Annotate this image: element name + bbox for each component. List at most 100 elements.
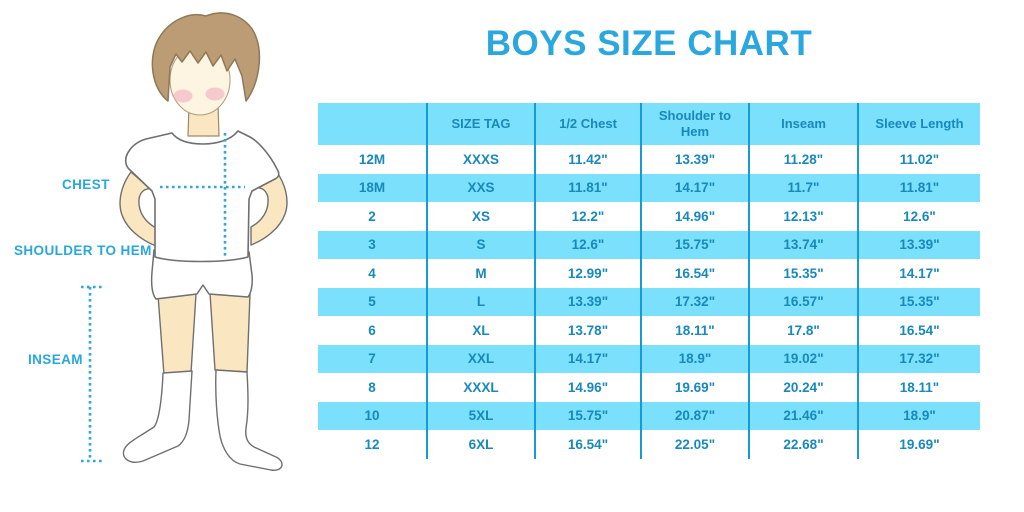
size-value-cell: 11.28"	[748, 145, 858, 174]
size-row-label: 8	[368, 379, 376, 395]
boy-right-arm	[250, 170, 288, 246]
size-row-label: 3	[318, 230, 427, 259]
size-value-cell: 14.96"	[534, 373, 641, 402]
boy-hair	[151, 12, 261, 102]
size-value-cell: 14.96"	[640, 202, 749, 231]
size-value-cell: XXXL	[426, 373, 535, 402]
boy-tshirt	[124, 130, 280, 263]
table-row: 12 6XL 16.54" 22.05" 22.68" 19.69"	[318, 430, 980, 459]
size-table-header: SIZE TAG 1/2 Chest Shoulder to Hem Insea…	[318, 103, 980, 145]
size-value-cell: 13.74"	[748, 230, 858, 259]
size-value-cell: M	[426, 259, 535, 288]
size-value-cell: L	[426, 287, 535, 316]
page-title: BOYS SIZE CHART	[485, 24, 813, 63]
size-value-cell: 18.9"	[640, 344, 749, 373]
inseam-label: INSEAM	[28, 352, 83, 367]
size-value-cell: 13.39"	[640, 145, 749, 174]
size-value-cell: 11.7"	[748, 173, 858, 202]
size-value-cell: 12.6"	[857, 202, 980, 231]
table-row: 2 XS 12.2" 14.96" 12.13" 12.6"	[318, 202, 980, 231]
size-value-cell: 15.35"	[748, 259, 858, 288]
size-value-cell: 14.17"	[534, 344, 641, 373]
shoulder-to-hem-label: SHOULDER TO HEM	[14, 243, 152, 258]
size-value-cell: 22.05"	[640, 430, 749, 459]
size-value-cell: 16.54"	[857, 316, 980, 345]
size-value-cell: XS	[426, 202, 535, 231]
size-value-cell: 11.81"	[534, 173, 641, 202]
size-row-label: 10	[318, 401, 427, 430]
size-value-cell: XXS	[426, 173, 535, 202]
chest-label: CHEST	[62, 177, 110, 192]
size-value-cell: 11.81"	[857, 173, 980, 202]
size-row-label: 5	[318, 287, 427, 316]
header-cell-half-chest: 1/2 Chest	[534, 103, 641, 145]
size-row-label: 4	[368, 265, 376, 281]
boy-left-sock	[122, 370, 193, 463]
size-value-cell: 18.11"	[857, 373, 980, 402]
size-row-label: 2	[368, 208, 376, 224]
table-row: 3 S 12.6" 15.75" 13.74" 13.39"	[318, 230, 980, 259]
size-value-cell: 18.9"	[857, 401, 980, 430]
boy-shorts	[150, 249, 253, 300]
size-value-cell: 16.54"	[534, 430, 641, 459]
size-value-cell: 15.35"	[857, 287, 980, 316]
size-value-cell: 19.69"	[640, 373, 749, 402]
boy-blush-right	[205, 87, 225, 101]
size-value-cell: 12.2"	[534, 202, 641, 231]
size-value-cell: 17.32"	[640, 287, 749, 316]
size-row-label: 6	[368, 322, 376, 338]
table-row: 4 M 12.99" 16.54" 15.35" 14.17"	[318, 259, 980, 288]
size-chart-table: SIZE TAG 1/2 Chest Shoulder to Hem Insea…	[318, 103, 980, 459]
size-value-cell: 18.11"	[640, 316, 749, 345]
size-value-cell: 21.46"	[748, 401, 858, 430]
size-value-cell: 16.57"	[748, 287, 858, 316]
table-row: 12M XXXS 11.42" 13.39" 11.28" 11.02"	[318, 145, 980, 174]
size-value-cell: XL	[426, 316, 535, 345]
header-cell-shoulder-hem: Shoulder to Hem	[640, 103, 749, 145]
boy-illustration	[81, 12, 288, 471]
size-value-cell: 13.39"	[857, 230, 980, 259]
size-value-cell: 12.13"	[748, 202, 858, 231]
size-row-label: 7	[318, 344, 427, 373]
size-value-cell: 20.87"	[640, 401, 749, 430]
table-row: 6 XL 13.78" 18.11" 17.8" 16.54"	[318, 316, 980, 345]
size-value-cell: 13.39"	[534, 287, 641, 316]
size-value-cell: 16.54"	[640, 259, 749, 288]
size-row-label: 18M	[318, 173, 427, 202]
size-row-label: 12M	[358, 151, 386, 167]
size-value-cell: 5XL	[426, 401, 535, 430]
size-row-label: 12	[364, 436, 380, 452]
table-row: 8 XXXL 14.96" 19.69" 20.24" 18.11"	[318, 373, 980, 402]
size-value-cell: 22.68"	[748, 430, 858, 459]
size-value-cell: 11.02"	[857, 145, 980, 174]
table-row: 5 L 13.39" 17.32" 16.57" 15.35"	[318, 287, 980, 316]
header-cell-size-tag: SIZE TAG	[426, 103, 535, 145]
size-value-cell: 17.8"	[748, 316, 858, 345]
size-value-cell: 14.17"	[640, 173, 749, 202]
size-value-cell: 12.99"	[534, 259, 641, 288]
table-row: 18M XXS 11.81" 14.17" 11.7" 11.81"	[318, 173, 980, 202]
table-row: 10 5XL 15.75" 20.87" 21.46" 18.9"	[318, 401, 980, 430]
size-value-cell: 19.69"	[857, 430, 980, 459]
size-value-cell: 14.17"	[857, 259, 980, 288]
boy-right-leg	[209, 292, 251, 373]
header-cell-sleeve-length: Sleeve Length	[857, 103, 980, 145]
size-value-cell: 6XL	[426, 430, 535, 459]
size-value-cell: 19.02"	[748, 344, 858, 373]
boy-blush-left	[173, 89, 193, 103]
boy-right-sock	[215, 369, 283, 471]
table-row: 7 XXL 14.17" 18.9" 19.02" 17.32"	[318, 344, 980, 373]
size-table-body: 12M XXXS 11.42" 13.39" 11.28" 11.02" 18M XXS 11.…	[318, 145, 980, 459]
size-value-cell: 17.32"	[857, 344, 980, 373]
header-cell-inseam: Inseam	[748, 103, 858, 145]
size-value-cell: 15.75"	[640, 230, 749, 259]
size-value-cell: 12.6"	[534, 230, 641, 259]
size-value-cell: 15.75"	[534, 401, 641, 430]
size-value-cell: 11.42"	[534, 145, 641, 174]
size-value-cell: XXL	[426, 344, 535, 373]
size-value-cell: 13.78"	[534, 316, 641, 345]
header-cell-blank	[318, 103, 427, 145]
boy-left-leg	[157, 293, 197, 376]
size-value-cell: S	[426, 230, 535, 259]
